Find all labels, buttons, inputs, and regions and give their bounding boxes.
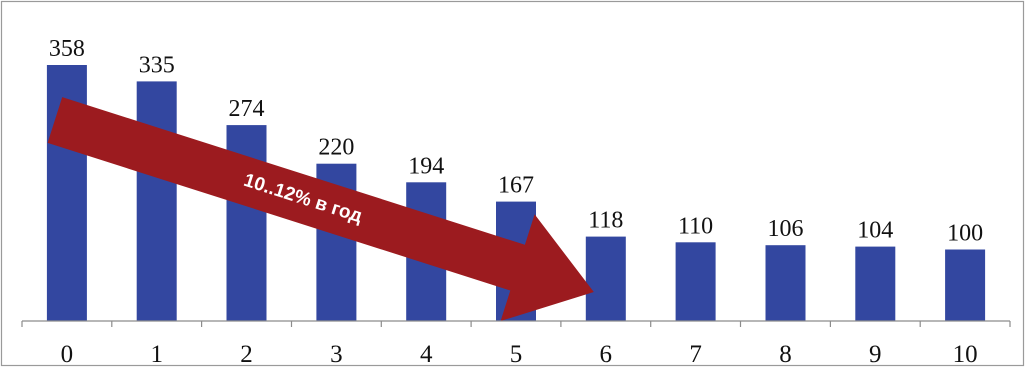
value-label-7: 110 <box>678 213 713 239</box>
bar-10 <box>945 249 986 321</box>
value-label-8: 106 <box>768 216 804 242</box>
bar-7 <box>675 242 716 321</box>
trend-arrow <box>47 97 594 321</box>
value-label-1: 335 <box>139 52 175 78</box>
x-tick-label-4: 4 <box>420 341 433 367</box>
value-label-2: 274 <box>229 96 265 122</box>
x-tick-label-2: 2 <box>240 341 253 367</box>
bar-6 <box>585 236 626 321</box>
bar-9 <box>855 246 896 321</box>
bar-8 <box>765 245 806 321</box>
value-label-3: 220 <box>318 135 354 161</box>
value-label-0: 358 <box>49 36 85 62</box>
x-tick-label-5: 5 <box>510 341 523 367</box>
value-label-9: 104 <box>857 218 893 244</box>
x-axis-tick-labels: 0 1 2 3 4 5 6 7 8 9 10 <box>61 341 978 367</box>
value-label-4: 194 <box>408 153 444 179</box>
x-tick-label-1: 1 <box>150 341 163 367</box>
x-tick-label-6: 6 <box>600 341 613 367</box>
value-labels-group: 358 335 274 220 194 167 118 110 106 104 100 <box>49 36 983 247</box>
value-label-6: 118 <box>588 208 623 234</box>
x-tick-label-3: 3 <box>330 341 343 367</box>
value-label-5: 167 <box>498 173 534 199</box>
x-tick-label-0: 0 <box>61 341 74 367</box>
value-label-10: 100 <box>947 221 983 247</box>
x-tick-label-10: 10 <box>953 341 978 367</box>
x-tick-label-7: 7 <box>689 341 702 367</box>
x-tick-label-9: 9 <box>869 341 882 367</box>
x-tick-label-8: 8 <box>779 341 792 367</box>
bar-1 <box>136 81 177 322</box>
x-axis-ticks <box>21 321 1011 327</box>
